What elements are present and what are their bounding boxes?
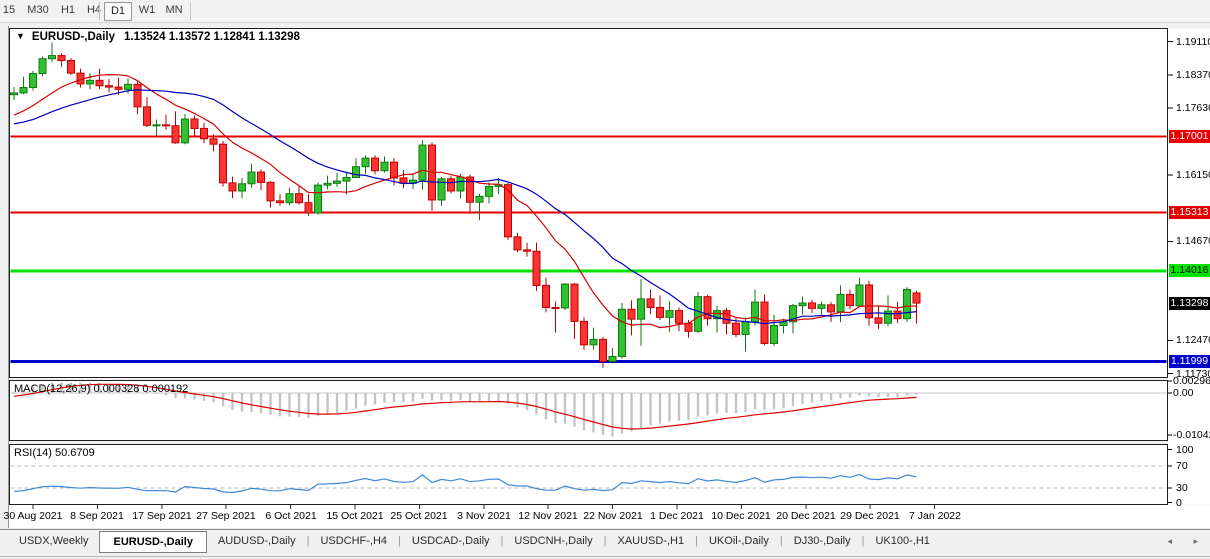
tab-ukoil-daily[interactable]: UKOil-,Daily (708, 535, 769, 547)
tab-separator: | (398, 534, 401, 547)
price-level-badge: 1.15313 (1169, 206, 1210, 219)
price-tick-label: 1.11730 (1176, 368, 1210, 380)
tab-separator: | (779, 534, 783, 547)
macd-label: MACD(12,26,9) 0.000328 0.000192 (14, 383, 189, 395)
date-label: 27 Sep 2021 (196, 510, 256, 522)
tab-uk100-h1[interactable]: UK100-,H1 (875, 535, 930, 547)
rsi-axis-label: 70 (1176, 460, 1188, 472)
chart-plot[interactable] (0, 22, 1210, 529)
tab-usdchf-h4[interactable]: USDCHF-,H4 (320, 535, 388, 547)
tab-separator: | (695, 534, 698, 547)
date-label: 29 Dec 2021 (840, 510, 900, 522)
date-label: 8 Sep 2021 (70, 510, 124, 522)
chart-title: ▼ EURUSD-,Daily 1.13524 1.13572 1.12841 1.… (16, 31, 300, 43)
rsi-axis-label: 30 (1176, 482, 1188, 494)
date-label: 12 Nov 2021 (518, 510, 578, 522)
price-tick-label: 1.16150 (1176, 169, 1210, 181)
tab-xauusd-h1[interactable]: XAUUSD-,H1 (617, 535, 685, 547)
timeframe-button-H1[interactable]: H1 (60, 4, 76, 16)
chart-tabs: USDX,Weekly EURUSD-,Daily AUDUSD-,Daily | US… (8, 530, 941, 553)
rsi-label: RSI(14) 50.6709 (14, 447, 95, 459)
tab-bar-bottom-edge (0, 556, 1210, 557)
tab-usdcad-daily[interactable]: USDCAD-,Daily (411, 535, 490, 547)
rsi-axis-label: 0 (1176, 497, 1182, 509)
price-tick-label: 1.19110 (1176, 36, 1210, 48)
main-chart-panel[interactable] (9, 28, 1168, 377)
tab-scroll-left-icon[interactable]: ◂ (1167, 536, 1172, 546)
price-tick-label: 1.17630 (1176, 102, 1210, 114)
macd-signal-line (13, 383, 917, 430)
date-label: 30 Aug 2021 (3, 510, 63, 522)
date-label: 25 Oct 2021 (390, 510, 448, 522)
chart-tab-bar: USDX,Weekly EURUSD-,Daily AUDUSD-,Daily | US… (0, 529, 1210, 559)
date-label: 6 Oct 2021 (265, 510, 317, 522)
timeframe-toolbar: 15 M30 H1 H4 D1 W1 MN (0, 0, 1210, 23)
date-label: 22 Nov 2021 (583, 510, 643, 522)
tab-eurusd-daily[interactable]: EURUSD-,Daily (99, 531, 207, 553)
symbol-dropdown-icon[interactable]: ▼ (16, 31, 25, 41)
price-level-badge: 1.17001 (1169, 130, 1210, 143)
tab-separator: | (500, 534, 504, 547)
price-tick-label: 1.14670 (1176, 235, 1210, 247)
tab-audusd-daily[interactable]: AUDUSD-,Daily (217, 535, 296, 547)
rsi-line (13, 473, 917, 494)
date-label: 3 Nov 2021 (457, 510, 511, 522)
timeframe-button-D1[interactable]: D1 (104, 2, 132, 21)
date-label: 17 Sep 2021 (132, 510, 192, 522)
tab-scroll-right-icon[interactable]: ▸ (1193, 536, 1198, 546)
current-price-badge: 1.13298 (1169, 297, 1210, 310)
tab-separator: | (603, 534, 607, 547)
timeframe-button-MN[interactable]: MN (165, 4, 183, 16)
timeframe-button-M30[interactable]: M30 (27, 4, 49, 16)
date-label: 1 Dec 2021 (650, 510, 704, 522)
timeframe-button-W1[interactable]: W1 (138, 4, 156, 16)
price-level-badge: 1.14016 (1169, 264, 1210, 277)
tab-separator: | (861, 534, 865, 547)
date-label: 10 Dec 2021 (711, 510, 771, 522)
tab-separator: | (306, 534, 310, 547)
toolbar-separator (190, 2, 191, 20)
rsi-axis-label: 100 (1176, 444, 1194, 456)
timeframe-button-H4[interactable]: H4 (86, 4, 102, 16)
rsi-panel[interactable] (9, 444, 1168, 504)
date-label: 15 Oct 2021 (326, 510, 384, 522)
date-label: 7 Jan 2022 (909, 510, 961, 522)
ma-fast-line (13, 73, 917, 329)
tab-usdx-weekly[interactable]: USDX,Weekly (19, 535, 89, 547)
price-tick-label: 1.12470 (1176, 334, 1210, 346)
tab-usdcnh-daily[interactable]: USDCNH-,Daily (514, 535, 593, 547)
macd-axis-label: 0.00 (1173, 387, 1194, 399)
chart-title-ohlc: 1.13524 1.13572 1.12841 1.13298 (124, 31, 300, 43)
window-left-edge (8, 26, 9, 528)
macd-axis-label: -0.010422 (1173, 429, 1210, 441)
tab-dj30-daily[interactable]: DJ30-,Daily (793, 535, 851, 547)
date-label: 20 Dec 2021 (776, 510, 836, 522)
chart-title-symbol: EURUSD-,Daily (31, 31, 115, 43)
timeframe-button-15[interactable]: 15 (2, 4, 16, 16)
price-level-badge: 1.11999 (1169, 355, 1210, 368)
macd-axis-label: 0.002966 (1173, 375, 1210, 387)
chart-area: ▼ EURUSD-,Daily 1.13524 1.13572 1.12841 1.… (0, 22, 1210, 529)
ma-slow-line (13, 89, 917, 325)
price-tick-label: 1.18370 (1176, 69, 1210, 81)
toolbar-separator (99, 2, 100, 20)
